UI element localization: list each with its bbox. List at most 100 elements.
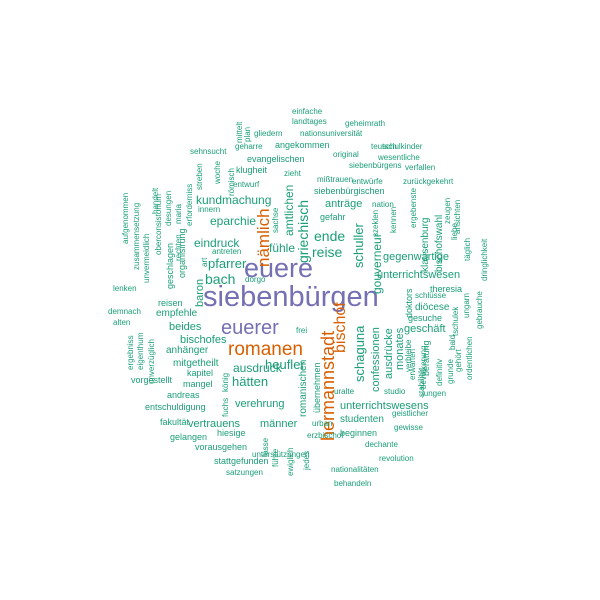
word: griechisch bbox=[295, 200, 311, 264]
word: bald bbox=[448, 334, 457, 350]
word: rechten bbox=[174, 234, 183, 262]
word: siebenbürgischen bbox=[314, 186, 385, 196]
word: eigenthum bbox=[136, 332, 145, 371]
word: gliedern bbox=[254, 129, 283, 138]
word: geschäft bbox=[404, 323, 446, 335]
word: nation bbox=[372, 200, 394, 209]
word: könig bbox=[221, 373, 230, 393]
word: führe bbox=[271, 449, 280, 468]
word: gelangen bbox=[170, 432, 208, 442]
word: kundmachung bbox=[196, 193, 272, 207]
word: confessionen bbox=[370, 327, 382, 392]
word: entwürfe bbox=[352, 177, 383, 186]
word: szeklen bbox=[371, 210, 380, 238]
word: entschuldigung bbox=[145, 402, 206, 412]
word: satzungen bbox=[226, 468, 263, 477]
word: reise bbox=[312, 244, 343, 260]
word: bevölkerung bbox=[419, 345, 428, 390]
word: euere bbox=[244, 253, 314, 283]
word: theresia bbox=[430, 284, 463, 294]
word: ergebniss bbox=[126, 335, 135, 371]
word: erforderniss bbox=[185, 183, 194, 226]
word: fühle bbox=[269, 241, 296, 255]
word: erzbischof bbox=[307, 431, 344, 440]
word: fuchs bbox=[221, 398, 230, 418]
word: gebrauche bbox=[475, 291, 484, 330]
word: vorgestellt bbox=[131, 375, 173, 385]
word: andreas bbox=[167, 390, 200, 400]
word: bischof bbox=[332, 302, 349, 353]
word: urban bbox=[312, 419, 333, 428]
word: baron bbox=[194, 278, 206, 307]
word: dorgo bbox=[245, 275, 266, 284]
word: nationalitäten bbox=[331, 465, 379, 474]
word: eparchie bbox=[210, 214, 257, 228]
word: studenten bbox=[340, 414, 384, 425]
word: unterrichtswesen bbox=[377, 269, 461, 281]
word: streben bbox=[195, 163, 204, 191]
word: unvermeidlich bbox=[142, 233, 151, 284]
word: uralte bbox=[334, 387, 355, 396]
word: ansichten bbox=[453, 200, 462, 235]
word: landtages bbox=[292, 117, 327, 126]
word: mitgetheilt bbox=[173, 358, 219, 369]
word: gouverneur bbox=[370, 233, 384, 295]
word: schulkinder bbox=[382, 142, 423, 151]
word: geistlicher bbox=[392, 409, 429, 418]
word: römisch bbox=[227, 168, 236, 197]
word: jedes bbox=[302, 451, 311, 471]
word: definitiv bbox=[435, 359, 444, 387]
word: gewisse bbox=[394, 423, 423, 432]
word: verfallen bbox=[405, 163, 436, 172]
word: übernehmen bbox=[312, 362, 322, 414]
word: ewiglich bbox=[286, 447, 295, 476]
word: schuller bbox=[351, 223, 366, 269]
word: revolution bbox=[379, 454, 414, 463]
word: bach bbox=[205, 271, 236, 287]
word: ungarn bbox=[462, 292, 471, 318]
word: schlüsse bbox=[415, 291, 447, 300]
word: zieht bbox=[284, 169, 301, 178]
word: mangel bbox=[183, 379, 213, 389]
word: nämlich bbox=[254, 208, 273, 267]
word: hätten bbox=[232, 374, 269, 389]
word: empfehle bbox=[156, 308, 198, 319]
word: handelt bbox=[151, 188, 160, 215]
word: unterrichtswesens bbox=[340, 400, 429, 412]
word: gegenwärtige bbox=[383, 251, 450, 263]
word: schaguna bbox=[352, 325, 367, 383]
word: amtlichen bbox=[282, 185, 296, 237]
word: zeugen bbox=[443, 197, 452, 224]
word: antreten bbox=[212, 247, 242, 256]
word: bischofes bbox=[180, 334, 227, 346]
word: evangelischen bbox=[247, 154, 305, 164]
word: täglich bbox=[463, 238, 472, 262]
word: gesuche bbox=[408, 313, 443, 323]
word: sachse bbox=[271, 207, 280, 233]
word: doktors bbox=[404, 288, 414, 319]
word: fakultät bbox=[160, 417, 190, 427]
word: alten bbox=[113, 318, 131, 327]
word: stattgefunden bbox=[214, 456, 269, 466]
word: fasse bbox=[261, 438, 270, 458]
word: vertrauens bbox=[188, 418, 240, 430]
word: studio bbox=[384, 387, 406, 396]
word: beginnen bbox=[340, 428, 378, 438]
word: desungen bbox=[164, 190, 173, 226]
word: tschulek bbox=[451, 306, 460, 336]
word: dechante bbox=[365, 440, 398, 449]
word: siebenbürgens bbox=[349, 161, 402, 170]
word: ergebenste bbox=[409, 187, 418, 228]
word: frei bbox=[296, 326, 308, 335]
word: beides bbox=[169, 321, 202, 333]
word: zusammensetzung bbox=[132, 203, 141, 271]
word: kennen bbox=[389, 206, 398, 233]
word: jungen bbox=[422, 389, 447, 398]
word: aufgenommen bbox=[121, 193, 130, 245]
word: euerer bbox=[221, 317, 279, 339]
word: hiesige bbox=[217, 428, 246, 438]
word: klugheit bbox=[236, 165, 268, 175]
word: ordentlichen bbox=[465, 336, 474, 380]
word: geheimrath bbox=[345, 119, 386, 128]
